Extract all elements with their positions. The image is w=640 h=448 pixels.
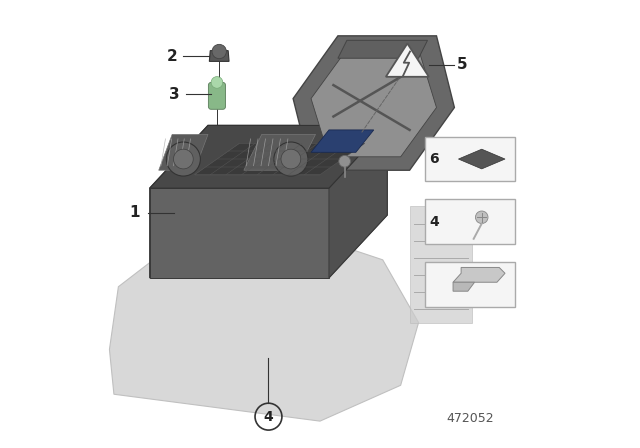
Text: 6: 6	[429, 152, 439, 166]
Circle shape	[274, 142, 308, 176]
Circle shape	[476, 211, 488, 224]
Circle shape	[281, 149, 301, 169]
Text: 5: 5	[457, 57, 468, 73]
Polygon shape	[338, 40, 428, 58]
Polygon shape	[150, 188, 329, 278]
Circle shape	[173, 149, 193, 169]
Polygon shape	[410, 206, 472, 323]
Polygon shape	[386, 43, 429, 77]
Text: 4: 4	[264, 409, 273, 424]
Polygon shape	[453, 282, 475, 291]
Polygon shape	[453, 267, 505, 282]
Polygon shape	[311, 130, 374, 152]
Circle shape	[212, 44, 227, 59]
Polygon shape	[209, 51, 229, 61]
Polygon shape	[329, 125, 387, 278]
Text: 1: 1	[129, 205, 140, 220]
Polygon shape	[195, 143, 365, 175]
Polygon shape	[311, 49, 436, 157]
Circle shape	[211, 77, 223, 88]
FancyBboxPatch shape	[209, 82, 225, 109]
Polygon shape	[159, 134, 208, 170]
Polygon shape	[150, 125, 387, 278]
Text: 3: 3	[169, 86, 180, 102]
Polygon shape	[293, 36, 454, 170]
Text: 472052: 472052	[446, 412, 494, 426]
Bar	[425, 137, 515, 181]
Circle shape	[339, 155, 351, 167]
Polygon shape	[150, 125, 387, 188]
Circle shape	[166, 142, 200, 176]
Bar	[425, 262, 515, 307]
Polygon shape	[109, 233, 419, 421]
Text: 4: 4	[429, 215, 439, 229]
Polygon shape	[244, 134, 316, 170]
Text: 2: 2	[167, 48, 177, 64]
Bar	[425, 199, 515, 244]
Polygon shape	[458, 149, 505, 169]
